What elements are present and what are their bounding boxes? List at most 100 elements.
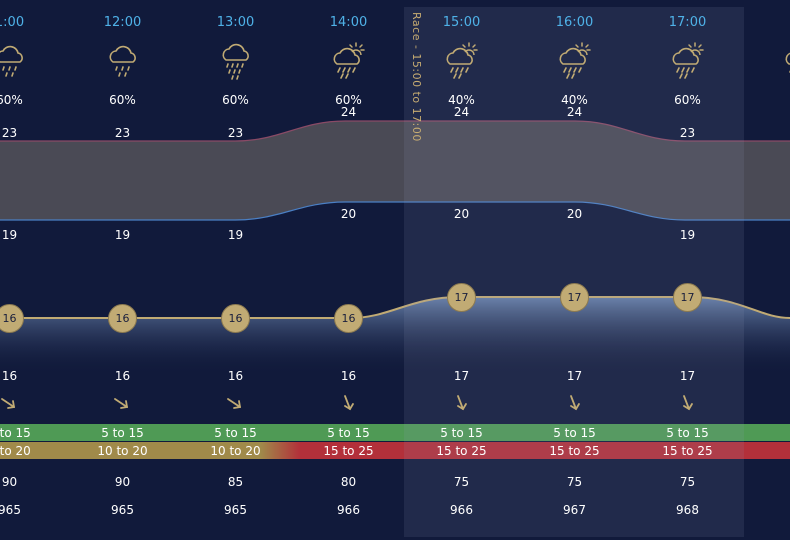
track-temperature-area xyxy=(0,297,790,375)
rain-chance: 60% xyxy=(109,93,136,107)
pressure: 965 xyxy=(111,503,134,517)
wind-gust: 10 to 20 xyxy=(97,444,148,458)
hour-column: 1 6 5 15 xyxy=(744,0,790,540)
hour-column: 14:00 60% 24 20 16 16 5 to 15 15 to 25 80 966 xyxy=(292,0,405,540)
min-temperature: 19 xyxy=(227,228,244,242)
arrow-down-icon xyxy=(676,393,698,415)
max-temperature-line xyxy=(0,120,790,142)
pressure: 967 xyxy=(563,503,586,517)
cloud-heavy-rain-icon xyxy=(217,40,255,80)
humidity: 85 xyxy=(227,475,244,489)
hour-column: 1:00 60% 23 19 16 16 5 to 15 0 to 20 90 965 xyxy=(0,0,66,540)
rain-chance: 60% xyxy=(674,93,701,107)
track-temperature-marker: 16 xyxy=(108,304,137,333)
min-temperature: 19 xyxy=(114,228,131,242)
rain-chance: 40% xyxy=(561,93,588,107)
wind-gust-bar xyxy=(0,442,790,459)
sun-cloud-rain-icon xyxy=(330,40,368,80)
track-temperature-marker: 17 xyxy=(673,283,702,312)
rain-chance: 60% xyxy=(335,93,362,107)
pressure: 966 xyxy=(450,503,473,517)
hour-column: 17:00 60% 23 19 17 17 5 to 15 15 to 25 75 968 xyxy=(631,0,744,540)
max-temperature: 23 xyxy=(114,126,131,140)
min-temperature-line xyxy=(0,201,790,221)
feels-like-temperature: 17 xyxy=(566,369,583,383)
min-temperature: 20 xyxy=(566,207,583,221)
wind-gust: 15 to 25 xyxy=(436,444,487,458)
arrow-down-right-icon xyxy=(0,393,20,415)
time-label: 15:00 xyxy=(442,15,481,30)
wind-gust: 0 to 20 xyxy=(0,444,31,458)
rain-chance: 6 xyxy=(744,93,790,107)
rain-chance: 60% xyxy=(0,93,23,107)
arrow-down-icon xyxy=(337,393,359,415)
time-label: 13:00 xyxy=(216,15,255,30)
humidity: 80 xyxy=(340,475,357,489)
race-window-label: Race - 15:00 to 17:00 xyxy=(410,12,423,142)
time-label: 1 xyxy=(744,15,790,30)
track-temperature-marker: 16 xyxy=(221,304,250,333)
hour-column: 16:00 40% 24 20 17 17 5 to 15 15 to 25 75 967 xyxy=(518,0,631,540)
arrow-down-right-icon xyxy=(111,393,133,415)
max-temperature: 24 xyxy=(453,105,470,119)
feels-like-temperature: 16 xyxy=(1,369,18,383)
pressure: 965 xyxy=(0,503,21,517)
cloud-rain-icon xyxy=(0,40,29,80)
wind-gust: 15 xyxy=(744,444,790,458)
feels-like-temperature: 17 xyxy=(679,369,696,383)
pressure: 968 xyxy=(676,503,699,517)
min-temperature: 20 xyxy=(453,207,470,221)
wind-gust: 15 to 25 xyxy=(662,444,713,458)
min-temperature: 20 xyxy=(340,207,357,221)
wind-speed: 5 to 15 xyxy=(214,426,257,440)
min-temperature: 19 xyxy=(679,228,696,242)
wind-speed: 5 to 15 xyxy=(0,426,31,440)
humidity: 75 xyxy=(679,475,696,489)
cloud-rain-icon xyxy=(104,40,142,80)
wind-gust: 10 to 20 xyxy=(210,444,261,458)
temperature-range-band xyxy=(0,121,790,220)
sun-cloud-rain-icon xyxy=(443,40,481,80)
rain-chance: 60% xyxy=(222,93,249,107)
track-temperature-marker: 16 xyxy=(334,304,363,333)
min-temperature: 19 xyxy=(1,228,18,242)
race-window-highlight xyxy=(404,7,744,537)
sun-cloud-rain-icon xyxy=(669,40,707,80)
arrow-down-icon xyxy=(563,393,585,415)
pressure: 966 xyxy=(337,503,360,517)
humidity: 90 xyxy=(1,475,18,489)
humidity: 75 xyxy=(453,475,470,489)
sun-cloud-rain-icon xyxy=(556,40,594,80)
feels-like-temperature: 16 xyxy=(340,369,357,383)
wind-gust: 15 to 25 xyxy=(549,444,600,458)
wind-gust: 15 to 25 xyxy=(323,444,374,458)
track-temperature-marker: 17 xyxy=(447,283,476,312)
wind-speed: 5 xyxy=(744,426,790,440)
hour-column: 12:00 60% 23 19 16 16 5 to 15 10 to 20 90 965 xyxy=(66,0,179,540)
arrow-down-icon xyxy=(450,393,472,415)
arrow-down-right-icon xyxy=(224,393,246,415)
sun-cloud-rain-icon xyxy=(782,40,790,80)
feels-like-temperature: 16 xyxy=(227,369,244,383)
time-label: 12:00 xyxy=(103,15,142,30)
max-temperature: 23 xyxy=(227,126,244,140)
wind-speed-bar xyxy=(0,424,790,441)
humidity: 90 xyxy=(114,475,131,489)
track-temperature-marker: 17 xyxy=(560,283,589,312)
hour-column: 13:00 60% 23 19 16 16 5 to 15 10 to 20 85 965 xyxy=(179,0,292,540)
track-temperature-marker: 16 xyxy=(0,304,24,333)
feels-like-temperature: 16 xyxy=(114,369,131,383)
max-temperature: 24 xyxy=(340,105,357,119)
max-temperature: 24 xyxy=(566,105,583,119)
wind-speed: 5 to 15 xyxy=(327,426,370,440)
time-label: 14:00 xyxy=(329,15,368,30)
time-label: 1:00 xyxy=(0,15,25,30)
max-temperature: 23 xyxy=(1,126,18,140)
max-temperature: 23 xyxy=(679,126,696,140)
hour-column: 15:00 40% 24 20 17 17 5 to 15 15 to 25 75 966 xyxy=(405,0,518,540)
time-label: 16:00 xyxy=(555,15,594,30)
humidity: 75 xyxy=(566,475,583,489)
rain-chance: 40% xyxy=(448,93,475,107)
pressure: 965 xyxy=(224,503,247,517)
